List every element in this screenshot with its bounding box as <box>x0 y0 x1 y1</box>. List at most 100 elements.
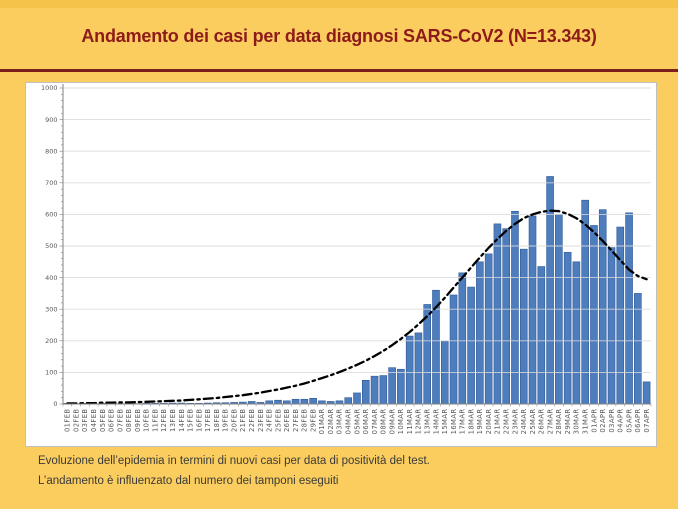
x-tick-label: 06MAR <box>362 409 370 435</box>
page-title: Andamento dei casi per data diagnosi SAR… <box>81 26 597 46</box>
footer-line-2: L’andamento è influenzato dal numero dei… <box>38 474 339 487</box>
x-tick-label: 20MAR <box>485 409 493 435</box>
x-tick-label: 16FEB <box>195 409 203 433</box>
x-tick-label: 21FEB <box>239 409 247 433</box>
x-tick-label: 29MAR <box>564 409 572 435</box>
x-tick-label: 13FEB <box>169 409 177 433</box>
y-tick-label: 900 <box>45 116 57 124</box>
bar <box>458 272 467 405</box>
x-tick-label: 06APR <box>634 409 642 433</box>
x-tick-label: 07MAR <box>371 409 379 435</box>
trend-line <box>66 209 648 405</box>
bar <box>511 210 519 405</box>
x-tick-label: 15FEB <box>187 409 195 433</box>
bar <box>476 261 484 405</box>
x-tick-label: 23MAR <box>511 409 519 435</box>
x-tick-label: 05FEB <box>99 409 107 433</box>
x-tick-label: 27MAR <box>546 409 554 435</box>
x-tick-label: 24FEB <box>266 409 274 433</box>
bar <box>309 398 317 405</box>
bar <box>405 335 414 405</box>
x-tick-label: 02FEB <box>73 409 81 433</box>
x-tick-label: 28FEB <box>301 409 309 433</box>
x-tick-label: 17MAR <box>459 409 467 435</box>
bar <box>361 379 370 405</box>
x-tick-label: 16MAR <box>450 409 458 435</box>
x-tick-label: 12MAR <box>415 409 423 435</box>
x-tick-label: 03APR <box>608 409 616 433</box>
y-tick-label: 700 <box>45 179 57 187</box>
x-tick-label: 26FEB <box>283 409 291 433</box>
bar <box>379 375 388 405</box>
y-tick-label: 500 <box>45 242 57 250</box>
x-tick-label: 29FEB <box>309 409 317 433</box>
bar <box>537 266 546 405</box>
x-tick-label: 18FEB <box>213 409 221 433</box>
y-axis-labels: 0 100 200 300 400 500 600 700 800 900 1000 <box>41 84 63 408</box>
footer-line-1: Evoluzione dell’epidemia in termini di n… <box>38 455 430 467</box>
axes-group <box>62 84 651 405</box>
bar <box>484 253 493 405</box>
bar <box>581 199 589 405</box>
x-tick-label: 22FEB <box>248 409 256 433</box>
x-tick-label: 09FEB <box>134 409 142 433</box>
x-tick-label: 24MAR <box>520 409 528 435</box>
bar <box>642 381 651 405</box>
x-tick-label: 03MAR <box>336 409 344 435</box>
x-tick-label: 31MAR <box>582 409 590 435</box>
x-axis-labels: 01FEB 02FEB 03FEB 04FEB 05FEB 06FEB 07FEB 08FEB… <box>62 404 652 435</box>
title-separator <box>0 69 678 72</box>
x-tick-label: 18MAR <box>467 409 475 435</box>
bar <box>291 398 300 405</box>
x-tick-label: 04APR <box>617 409 625 433</box>
bar <box>274 399 282 405</box>
x-tick-label: 10MAR <box>397 409 405 435</box>
x-tick-label: 15MAR <box>441 409 449 435</box>
bar <box>370 375 379 405</box>
x-tick-label: 30MAR <box>573 409 581 435</box>
x-tick-label: 19FEB <box>222 409 230 433</box>
x-tick-label: 04FEB <box>90 409 98 433</box>
bar <box>572 261 581 405</box>
footer-caption: Evoluzione dell’epidemia in termini di n… <box>38 452 658 491</box>
x-tick-label: 19MAR <box>476 409 484 435</box>
x-tick-label: 09MAR <box>388 409 396 435</box>
x-tick-label: 01MAR <box>318 409 326 435</box>
x-tick-label: 11MAR <box>406 409 414 435</box>
y-tick-label: 300 <box>45 305 57 313</box>
top-accent-strip <box>0 0 678 8</box>
bar <box>467 286 475 405</box>
gridlines-group <box>63 87 651 373</box>
bar <box>625 212 633 405</box>
x-tick-label: 26MAR <box>538 409 546 435</box>
bar <box>353 392 361 405</box>
bar <box>634 293 642 405</box>
cases-bar-chart: 0 100 200 300 400 500 600 700 800 900 1000 01FEB 02F… <box>41 84 652 435</box>
x-tick-label: 22MAR <box>503 409 511 435</box>
x-tick-label: 20FEB <box>230 409 238 433</box>
x-tick-label: 01APR <box>590 409 598 433</box>
chart-panel: 0 100 200 300 400 500 600 700 800 900 1000 01FEB 02F… <box>25 82 657 447</box>
bar <box>519 248 528 405</box>
bar <box>528 215 537 405</box>
bar <box>616 226 625 405</box>
y-tick-label: 1000 <box>41 84 58 92</box>
y-tick-label: 100 <box>45 369 57 377</box>
x-tick-label: 13MAR <box>424 409 432 435</box>
x-tick-label: 06FEB <box>108 409 116 433</box>
x-tick-label: 17FEB <box>204 409 212 433</box>
bar <box>563 252 572 405</box>
bar <box>344 397 353 405</box>
x-tick-label: 14FEB <box>178 409 186 433</box>
x-tick-label: 05MAR <box>353 409 361 435</box>
y-tick-label: 200 <box>45 337 57 345</box>
bar <box>414 332 423 405</box>
x-tick-label: 10FEB <box>143 409 151 433</box>
x-tick-label: 07APR <box>643 409 651 433</box>
bar <box>590 225 598 405</box>
bar <box>502 228 510 405</box>
y-tick-label: 600 <box>45 211 57 219</box>
x-tick-label: 01FEB <box>64 409 72 433</box>
x-tick-label: 04MAR <box>345 409 353 435</box>
x-tick-label: 02MAR <box>327 409 335 435</box>
